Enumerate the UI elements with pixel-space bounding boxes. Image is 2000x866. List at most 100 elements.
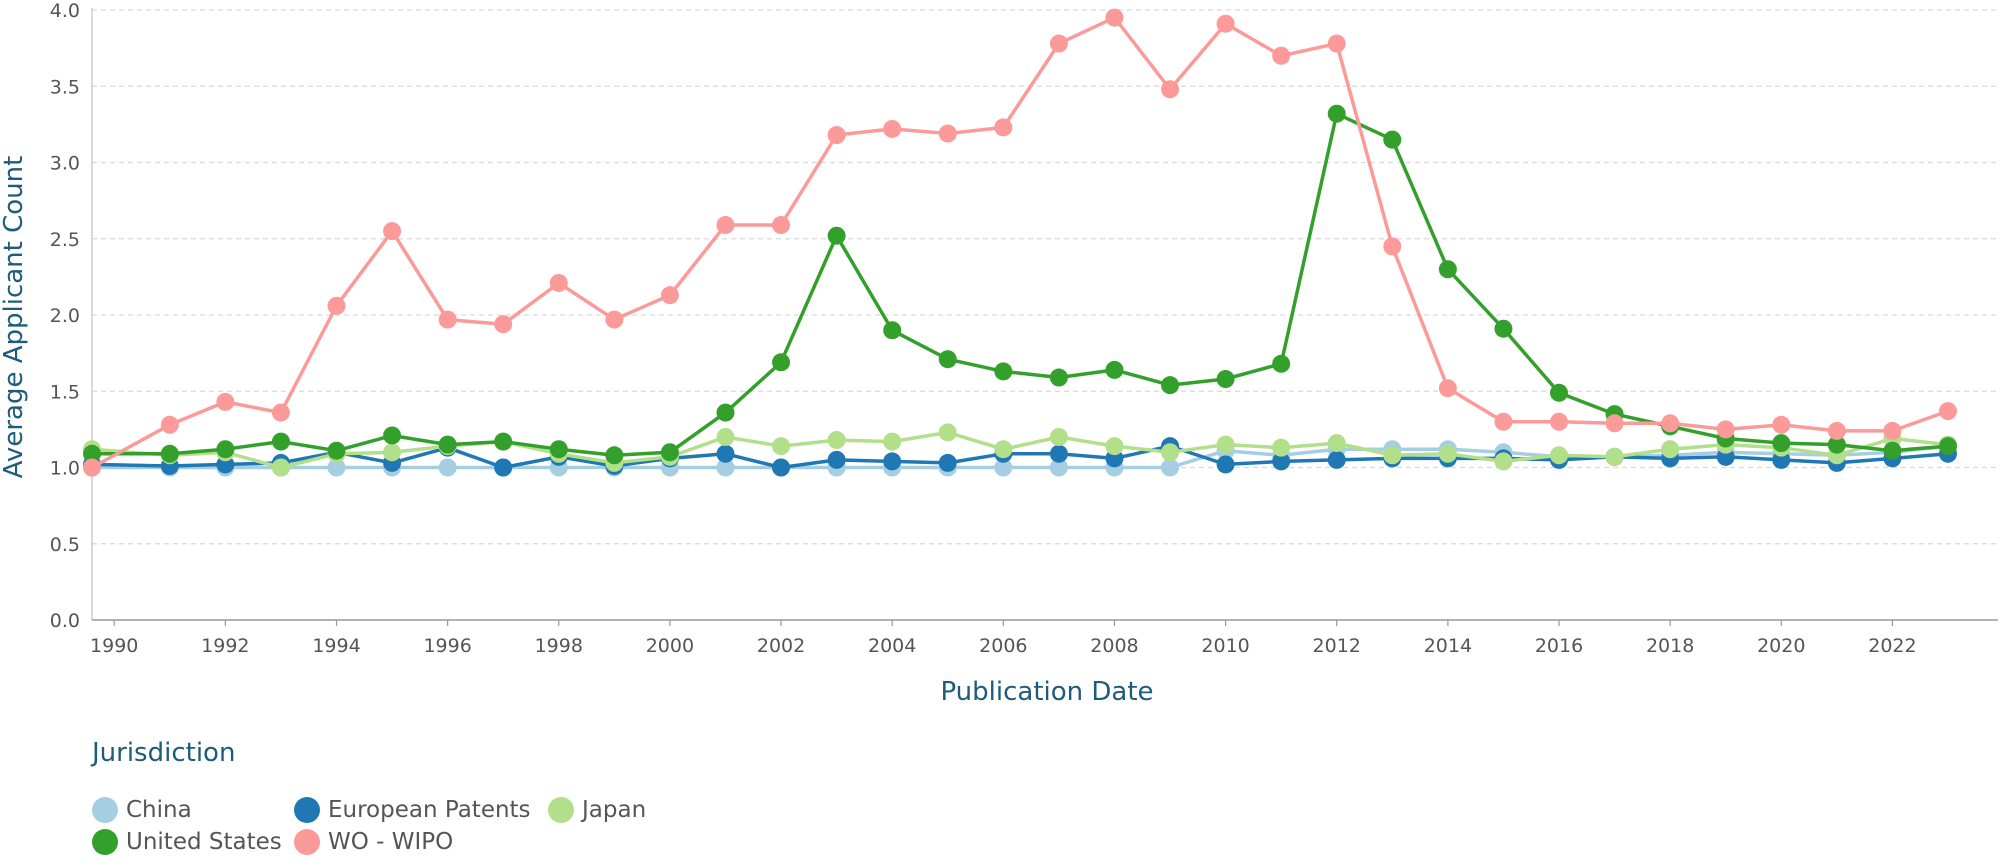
data-point-japan[interactable] (1383, 446, 1401, 464)
data-point-japan[interactable] (994, 440, 1012, 458)
data-point-japan[interactable] (939, 423, 957, 441)
data-point-wo-wipo[interactable] (1217, 15, 1235, 33)
data-point-japan[interactable] (383, 443, 401, 461)
data-point-wo-wipo[interactable] (661, 286, 679, 304)
data-point-wo-wipo[interactable] (1161, 80, 1179, 98)
data-point-wo-wipo[interactable] (1272, 47, 1290, 65)
data-point-european-patents[interactable] (1050, 445, 1068, 463)
data-point-united-states[interactable] (1272, 355, 1290, 373)
legend-item-japan[interactable]: Japan (548, 796, 688, 824)
data-point-united-states[interactable] (1105, 361, 1123, 379)
data-point-united-states[interactable] (1328, 105, 1346, 123)
data-point-wo-wipo[interactable] (883, 120, 901, 138)
data-point-wo-wipo[interactable] (1883, 422, 1901, 440)
data-point-united-states[interactable] (661, 443, 679, 461)
data-point-wo-wipo[interactable] (828, 126, 846, 144)
data-point-wo-wipo[interactable] (1939, 402, 1957, 420)
data-point-united-states[interactable] (994, 362, 1012, 380)
data-point-japan[interactable] (1606, 448, 1624, 466)
data-point-united-states[interactable] (1161, 376, 1179, 394)
data-point-japan[interactable] (1050, 428, 1068, 446)
data-point-wo-wipo[interactable] (1772, 416, 1790, 434)
data-point-united-states[interactable] (494, 433, 512, 451)
data-point-wo-wipo[interactable] (494, 315, 512, 333)
data-point-united-states[interactable] (1772, 434, 1790, 452)
data-point-japan[interactable] (1439, 445, 1457, 463)
data-point-wo-wipo[interactable] (605, 311, 623, 329)
data-point-united-states[interactable] (383, 426, 401, 444)
data-point-japan[interactable] (1661, 440, 1679, 458)
data-point-wo-wipo[interactable] (272, 404, 290, 422)
data-point-wo-wipo[interactable] (994, 118, 1012, 136)
data-point-wo-wipo[interactable] (1383, 237, 1401, 255)
data-point-united-states[interactable] (1383, 131, 1401, 149)
data-point-united-states[interactable] (272, 433, 290, 451)
data-point-china[interactable] (439, 459, 457, 477)
data-point-european-patents[interactable] (828, 451, 846, 469)
data-point-japan[interactable] (883, 433, 901, 451)
data-point-wo-wipo[interactable] (772, 216, 790, 234)
data-point-wo-wipo[interactable] (1050, 35, 1068, 53)
data-point-wo-wipo[interactable] (439, 311, 457, 329)
data-point-wo-wipo[interactable] (1439, 379, 1457, 397)
data-point-japan[interactable] (828, 431, 846, 449)
data-point-wo-wipo[interactable] (550, 274, 568, 292)
data-point-united-states[interactable] (1217, 370, 1235, 388)
data-point-european-patents[interactable] (716, 445, 734, 463)
data-point-japan[interactable] (1328, 434, 1346, 452)
legend-label: WO - WIPO (328, 829, 453, 855)
data-point-wo-wipo[interactable] (83, 459, 101, 477)
data-point-wo-wipo[interactable] (1661, 414, 1679, 432)
data-point-wo-wipo[interactable] (328, 297, 346, 315)
data-point-united-states[interactable] (883, 321, 901, 339)
data-point-wo-wipo[interactable] (383, 222, 401, 240)
data-point-wo-wipo[interactable] (1494, 413, 1512, 431)
y-tick-label: 0.5 (50, 534, 80, 556)
data-point-united-states[interactable] (1939, 437, 1957, 455)
data-point-united-states[interactable] (550, 440, 568, 458)
data-point-united-states[interactable] (161, 445, 179, 463)
data-point-wo-wipo[interactable] (216, 393, 234, 411)
data-point-wo-wipo[interactable] (1828, 422, 1846, 440)
data-point-european-patents[interactable] (1328, 451, 1346, 469)
data-point-european-patents[interactable] (772, 459, 790, 477)
data-point-united-states[interactable] (828, 227, 846, 245)
data-point-european-patents[interactable] (1217, 455, 1235, 473)
data-point-united-states[interactable] (1439, 260, 1457, 278)
data-point-united-states[interactable] (1883, 442, 1901, 460)
legend-item-wo-wipo[interactable]: WO - WIPO (294, 828, 548, 856)
data-point-japan[interactable] (1105, 437, 1123, 455)
data-point-united-states[interactable] (216, 440, 234, 458)
data-point-japan[interactable] (272, 459, 290, 477)
data-point-japan[interactable] (1161, 443, 1179, 461)
data-point-united-states[interactable] (439, 436, 457, 454)
data-point-wo-wipo[interactable] (939, 125, 957, 143)
data-point-wo-wipo[interactable] (1717, 420, 1735, 438)
data-point-united-states[interactable] (328, 442, 346, 460)
data-point-united-states[interactable] (1550, 384, 1568, 402)
data-point-united-states[interactable] (716, 404, 734, 422)
legend-item-european-patents[interactable]: European Patents (294, 796, 548, 824)
data-point-japan[interactable] (1494, 452, 1512, 470)
data-point-european-patents[interactable] (939, 454, 957, 472)
data-point-united-states[interactable] (605, 446, 623, 464)
data-point-united-states[interactable] (1050, 369, 1068, 387)
legend-item-united-states[interactable]: United States (92, 828, 294, 856)
data-point-wo-wipo[interactable] (1606, 414, 1624, 432)
data-point-european-patents[interactable] (494, 459, 512, 477)
legend-item-china[interactable]: China (92, 796, 294, 824)
data-point-united-states[interactable] (772, 353, 790, 371)
data-point-wo-wipo[interactable] (1105, 9, 1123, 27)
data-point-japan[interactable] (772, 437, 790, 455)
data-point-united-states[interactable] (1494, 320, 1512, 338)
data-point-wo-wipo[interactable] (716, 216, 734, 234)
data-point-japan[interactable] (1550, 446, 1568, 464)
data-point-wo-wipo[interactable] (1550, 413, 1568, 431)
data-point-united-states[interactable] (939, 350, 957, 368)
data-point-japan[interactable] (1272, 439, 1290, 457)
data-point-japan[interactable] (1217, 436, 1235, 454)
data-point-wo-wipo[interactable] (161, 416, 179, 434)
data-point-japan[interactable] (716, 428, 734, 446)
data-point-european-patents[interactable] (883, 452, 901, 470)
data-point-wo-wipo[interactable] (1328, 35, 1346, 53)
